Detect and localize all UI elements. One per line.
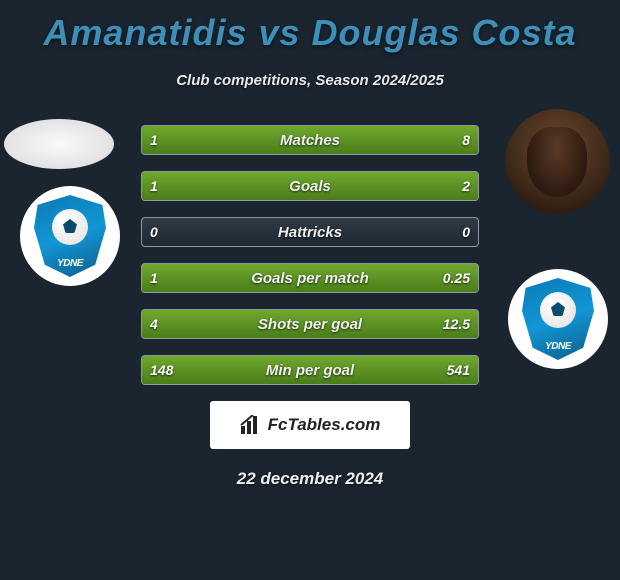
stat-label: Hattricks: [142, 218, 478, 246]
stats-table: 1Matches8 1Goals2 0Hattricks0 1Goals per ma…: [141, 119, 479, 385]
chart-icon: [240, 415, 262, 435]
stat-row: 148Min per goal541: [141, 355, 479, 385]
player-left-club-badge: YDNE: [20, 186, 120, 286]
stat-value-right: 0.25: [443, 264, 470, 292]
stat-value-right: 12.5: [443, 310, 470, 338]
stat-row: 0Hattricks0: [141, 217, 479, 247]
player-right-club-badge: YDNE: [508, 269, 608, 369]
stat-label: Goals: [142, 172, 478, 200]
club-left-abbrev: YDNE: [34, 258, 106, 269]
stat-value-right: 0: [462, 218, 470, 246]
subtitle: Club competitions, Season 2024/2025: [0, 72, 620, 89]
player-right-avatar: [505, 109, 610, 214]
stat-value-right: 8: [462, 126, 470, 154]
club-right-abbrev: YDNE: [522, 341, 594, 352]
stat-row: 1Matches8: [141, 125, 479, 155]
source-badge: FcTables.com: [210, 401, 410, 449]
stat-row: 4Shots per goal12.5: [141, 309, 479, 339]
stat-row: 1Goals per match0.25: [141, 263, 479, 293]
source-text: FcTables.com: [268, 415, 381, 435]
stat-row: 1Goals2: [141, 171, 479, 201]
stat-label: Shots per goal: [142, 310, 478, 338]
stat-value-right: 541: [447, 356, 470, 384]
stat-value-right: 2: [462, 172, 470, 200]
stat-label: Goals per match: [142, 264, 478, 292]
comparison-area: YDNE YDNE 1Matches8 1Goals2 0Hattricks0 1Go…: [0, 119, 620, 489]
stat-label: Min per goal: [142, 356, 478, 384]
player-left-avatar: [4, 119, 114, 169]
page-title: Amanatidis vs Douglas Costa: [0, 0, 620, 54]
stat-label: Matches: [142, 126, 478, 154]
date-label: 22 december 2024: [0, 469, 620, 489]
